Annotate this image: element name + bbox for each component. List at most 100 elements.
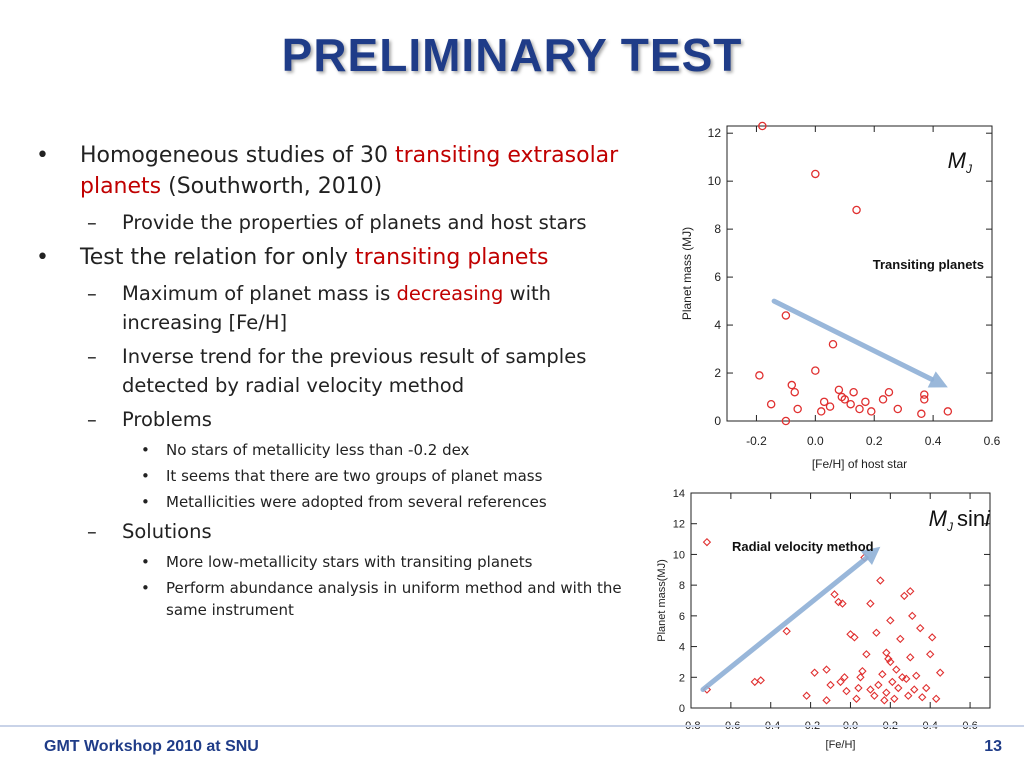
bullet-dot: •	[36, 245, 49, 270]
unit-variable: i	[985, 506, 991, 531]
data-point	[892, 665, 901, 674]
transiting-planets-chart: -0.2 0.0 0.2 0.4 0.6 0 2 4 6 8 10 12 [Fe/H] of host …	[680, 121, 1001, 471]
y-tick-label: 0	[714, 414, 721, 428]
page-number: 13	[984, 738, 1002, 755]
data-point	[872, 628, 881, 637]
unit-suffix: sin	[957, 506, 985, 531]
dash-marker: –	[87, 211, 97, 234]
x-tick-label: 0.2	[866, 434, 883, 448]
data-point	[855, 404, 864, 414]
radial-velocity-chart: -0.8-0.6-0.4-0.20.00.20.40.602468101214[…	[656, 488, 991, 751]
y-axis-label: Planet mass (MJ)	[680, 227, 694, 320]
data-point	[898, 673, 907, 682]
data-point	[822, 696, 831, 705]
unit-label: MJ	[948, 148, 973, 176]
data-point	[819, 397, 829, 407]
data-point	[830, 590, 839, 599]
sub-bullet-text-highlight: decreasing	[396, 282, 504, 305]
data-point	[811, 169, 820, 179]
sub-bullet-text-post: with increasing [Fe/H]	[122, 282, 551, 334]
data-point	[825, 402, 835, 411]
data-point	[910, 685, 919, 694]
data-point	[781, 416, 791, 426]
unit-subscript: J	[965, 162, 973, 176]
data-point	[852, 694, 861, 703]
data-point	[856, 673, 865, 682]
sub-bullet-maximum-mass: – Maximum of planet mass is decreasing w…	[36, 279, 646, 337]
unit-subscript: J	[946, 520, 954, 534]
sub-bullet-inverse-trend: – Inverse trend for the previous result …	[36, 342, 646, 400]
data-point	[854, 683, 863, 693]
y-tick-label: 12	[708, 126, 722, 140]
y-tick-label: 2	[679, 672, 685, 684]
data-point	[870, 691, 879, 700]
data-point	[836, 677, 845, 687]
data-point	[916, 623, 925, 633]
chart-annotation: Transiting planets	[873, 257, 984, 272]
trend-arrow-head	[927, 371, 948, 388]
dash-marker: –	[87, 282, 97, 305]
data-point	[894, 683, 903, 693]
y-tick-label: 6	[714, 270, 721, 284]
data-point	[886, 616, 895, 625]
data-point	[816, 407, 826, 416]
data-point	[758, 121, 767, 131]
problem-text: Metallicities were adopted from several …	[166, 493, 547, 511]
footer-workshop: GMT Workshop 2010 at SNU	[44, 738, 259, 755]
data-point	[838, 599, 847, 608]
solution-text: Perform abundance analysis in uniform me…	[166, 579, 622, 619]
data-point	[822, 665, 831, 674]
data-point	[906, 653, 915, 662]
data-point	[867, 407, 876, 416]
data-point	[852, 205, 861, 215]
data-point	[826, 680, 835, 690]
data-point	[928, 633, 937, 642]
y-tick-label: 6	[679, 611, 685, 623]
sub-bullet-text: Problems	[122, 408, 212, 431]
data-point	[790, 387, 799, 397]
bullet-text-pre: Test the relation for only	[80, 245, 356, 270]
data-point	[896, 634, 905, 644]
bullet-text-post: (Southworth, 2010)	[161, 174, 383, 199]
x-axis-label: [Fe/H]	[826, 739, 856, 751]
chart-annotation: Radial velocity method	[732, 539, 874, 554]
small-bullet-dot: •	[141, 467, 150, 485]
data-point	[886, 657, 895, 667]
plot-frame	[690, 492, 991, 709]
y-tick-label: 4	[679, 642, 685, 654]
sub-bullet-text: Solutions	[122, 520, 212, 543]
sub-bullet-problems: – Problems	[36, 405, 646, 434]
data-point	[935, 668, 945, 677]
problem-item: • Metallicities were adopted from several…	[36, 491, 646, 513]
bullet-text-pre: Homogeneous studies of 30	[80, 143, 396, 168]
data-point	[912, 671, 921, 680]
data-point	[802, 691, 811, 700]
data-point	[922, 683, 931, 693]
bullet-dot: •	[36, 143, 49, 168]
trend-arrow-head	[860, 546, 881, 566]
data-point	[900, 591, 909, 601]
y-axis-label: Planet mass(MJ)	[656, 559, 668, 642]
data-point	[755, 371, 764, 380]
y-tick-label: 8	[714, 222, 721, 236]
data-point	[782, 627, 791, 636]
footer-divider	[0, 725, 1024, 727]
data-point	[866, 599, 875, 608]
data-point	[906, 587, 915, 596]
y-tick-label: 12	[673, 519, 685, 531]
data-point	[793, 404, 802, 414]
dash-marker: –	[87, 520, 97, 543]
data-point	[862, 650, 871, 659]
bullet-text-highlight: transiting planets	[355, 245, 549, 270]
data-point	[810, 668, 819, 677]
data-point	[756, 676, 765, 685]
slide-title: PRELIMINARY TEST	[281, 29, 743, 81]
y-tick-label: 0	[679, 703, 685, 715]
problem-item: • No stars of metallicity less than -0.2 …	[36, 439, 646, 461]
data-point	[888, 677, 897, 687]
sub-bullet-solutions: – Solutions	[36, 517, 646, 546]
trend-arrow-shaft	[700, 555, 869, 693]
solution-item: • Perform abundance analysis in uniform m…	[36, 577, 646, 621]
problem-text: No stars of metallicity less than -0.2 d…	[166, 441, 470, 459]
problem-text: It seems that there are two groups of pl…	[166, 467, 543, 485]
